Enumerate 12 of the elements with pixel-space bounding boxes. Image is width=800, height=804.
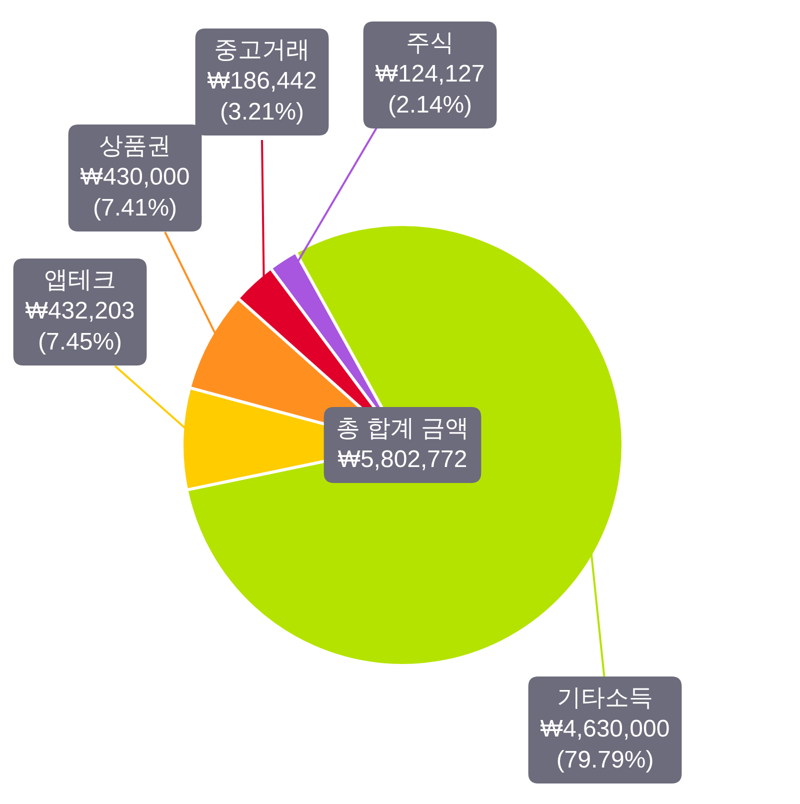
slice-label: 기타소득 bbox=[557, 684, 653, 712]
data-label: ₩186,442 (3.21%) bbox=[207, 68, 317, 126]
slice-label: 중고거래 bbox=[214, 36, 310, 64]
text: ₩5,802,772 bbox=[338, 446, 468, 474]
slice-label: 주식 bbox=[406, 30, 454, 57]
slice-label: 앱테크 bbox=[44, 266, 116, 294]
data-label: ₩432,203 (7.45%) bbox=[25, 298, 135, 356]
slice-label: 상품권 bbox=[99, 132, 171, 160]
data-label: ₩430,000 (7.41%) bbox=[80, 164, 190, 222]
data-label: ₩4,630,000 (79.79%) bbox=[540, 716, 670, 774]
text: 총 합계 금액 bbox=[336, 415, 470, 442]
data-label: ₩124,127 (2.14%) bbox=[375, 60, 485, 119]
